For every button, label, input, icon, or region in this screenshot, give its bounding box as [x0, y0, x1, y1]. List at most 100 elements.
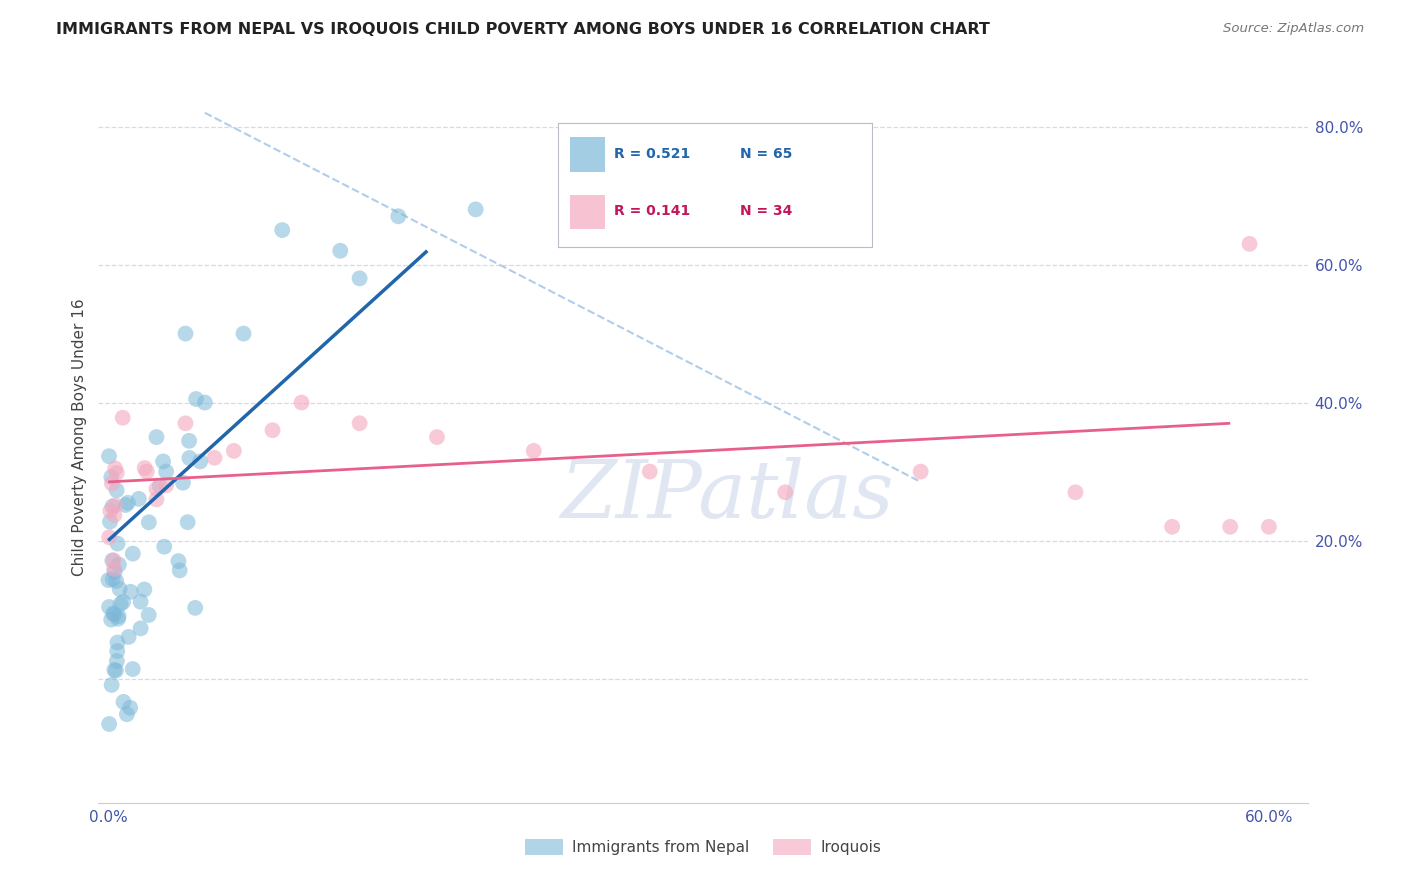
Point	[134, 582, 156, 597]
Point	[100, 470, 122, 484]
Point	[1257, 520, 1279, 534]
Point	[290, 395, 312, 409]
Point	[103, 607, 125, 621]
Point	[105, 644, 128, 658]
Point	[103, 607, 125, 622]
Point	[167, 554, 190, 568]
Point	[271, 223, 294, 237]
Point	[121, 662, 143, 676]
Point	[103, 663, 125, 677]
Point	[910, 465, 932, 479]
Text: ZIPatlas: ZIPatlas	[561, 457, 894, 534]
Point	[103, 508, 125, 522]
Text: IMMIGRANTS FROM NEPAL VS IROQUOIS CHILD POVERTY AMONG BOYS UNDER 16 CORRELATION : IMMIGRANTS FROM NEPAL VS IROQUOIS CHILD …	[56, 22, 990, 37]
Point	[145, 430, 167, 444]
Point	[329, 244, 352, 258]
Point	[101, 553, 124, 567]
Point	[1239, 236, 1261, 251]
Point	[117, 496, 139, 510]
Point	[107, 536, 129, 550]
Point	[153, 540, 176, 554]
Legend: Immigrants from Nepal, Iroquois: Immigrants from Nepal, Iroquois	[519, 833, 887, 861]
Point	[138, 607, 160, 622]
Point	[105, 483, 128, 498]
Point	[103, 565, 125, 579]
Point	[100, 613, 122, 627]
Point	[105, 574, 128, 588]
Y-axis label: Child Poverty Among Boys Under 16: Child Poverty Among Boys Under 16	[72, 298, 87, 576]
Point	[222, 443, 245, 458]
Point	[112, 695, 135, 709]
Point	[107, 635, 129, 649]
Point	[105, 466, 128, 480]
Point	[98, 717, 121, 731]
Point	[184, 392, 207, 406]
Point	[98, 515, 121, 529]
Point	[101, 476, 124, 491]
Point	[387, 209, 409, 223]
Point	[135, 465, 157, 479]
Point	[98, 449, 121, 463]
Point	[349, 417, 371, 431]
Point	[134, 461, 156, 475]
Point	[179, 450, 201, 465]
Point	[103, 553, 125, 567]
Point	[149, 479, 172, 493]
Point	[145, 492, 167, 507]
Point	[426, 430, 449, 444]
Point	[773, 485, 796, 500]
Point	[129, 595, 152, 609]
Point	[107, 609, 129, 624]
Point	[111, 410, 134, 425]
Point	[110, 597, 132, 611]
Point	[101, 500, 124, 514]
Point	[104, 664, 127, 678]
Point	[103, 562, 125, 576]
Point	[100, 504, 122, 518]
Point	[115, 707, 138, 722]
Point	[1064, 485, 1087, 500]
Point	[1219, 520, 1241, 534]
Point	[100, 678, 122, 692]
Point	[98, 530, 121, 544]
Point	[105, 654, 128, 668]
Point	[152, 454, 174, 468]
Point	[349, 271, 371, 285]
Point	[155, 478, 177, 492]
Point	[464, 202, 486, 217]
Point	[138, 516, 160, 530]
Point	[174, 326, 197, 341]
Point	[114, 498, 136, 512]
Point	[128, 491, 150, 506]
Point	[174, 417, 197, 431]
Point	[101, 572, 124, 586]
Point	[1161, 520, 1184, 534]
Point	[155, 465, 177, 479]
Point	[112, 595, 135, 609]
Text: Source: ZipAtlas.com: Source: ZipAtlas.com	[1223, 22, 1364, 36]
Point	[117, 630, 139, 644]
Point	[262, 423, 284, 437]
Point	[172, 475, 194, 490]
Point	[121, 547, 143, 561]
Point	[188, 454, 211, 468]
Point	[108, 582, 131, 596]
Point	[232, 326, 254, 341]
Point	[97, 573, 120, 587]
Point	[204, 450, 226, 465]
Point	[104, 461, 127, 475]
Point	[108, 558, 131, 572]
Point	[98, 599, 121, 614]
Point	[104, 498, 127, 512]
Point	[107, 612, 129, 626]
Point	[129, 621, 152, 635]
Point	[120, 584, 142, 599]
Point	[176, 515, 198, 529]
Point	[145, 482, 167, 496]
Point	[169, 563, 191, 577]
Point	[523, 443, 546, 458]
Point	[120, 700, 142, 714]
Point	[638, 465, 661, 479]
Point	[194, 395, 217, 409]
Point	[177, 434, 200, 448]
